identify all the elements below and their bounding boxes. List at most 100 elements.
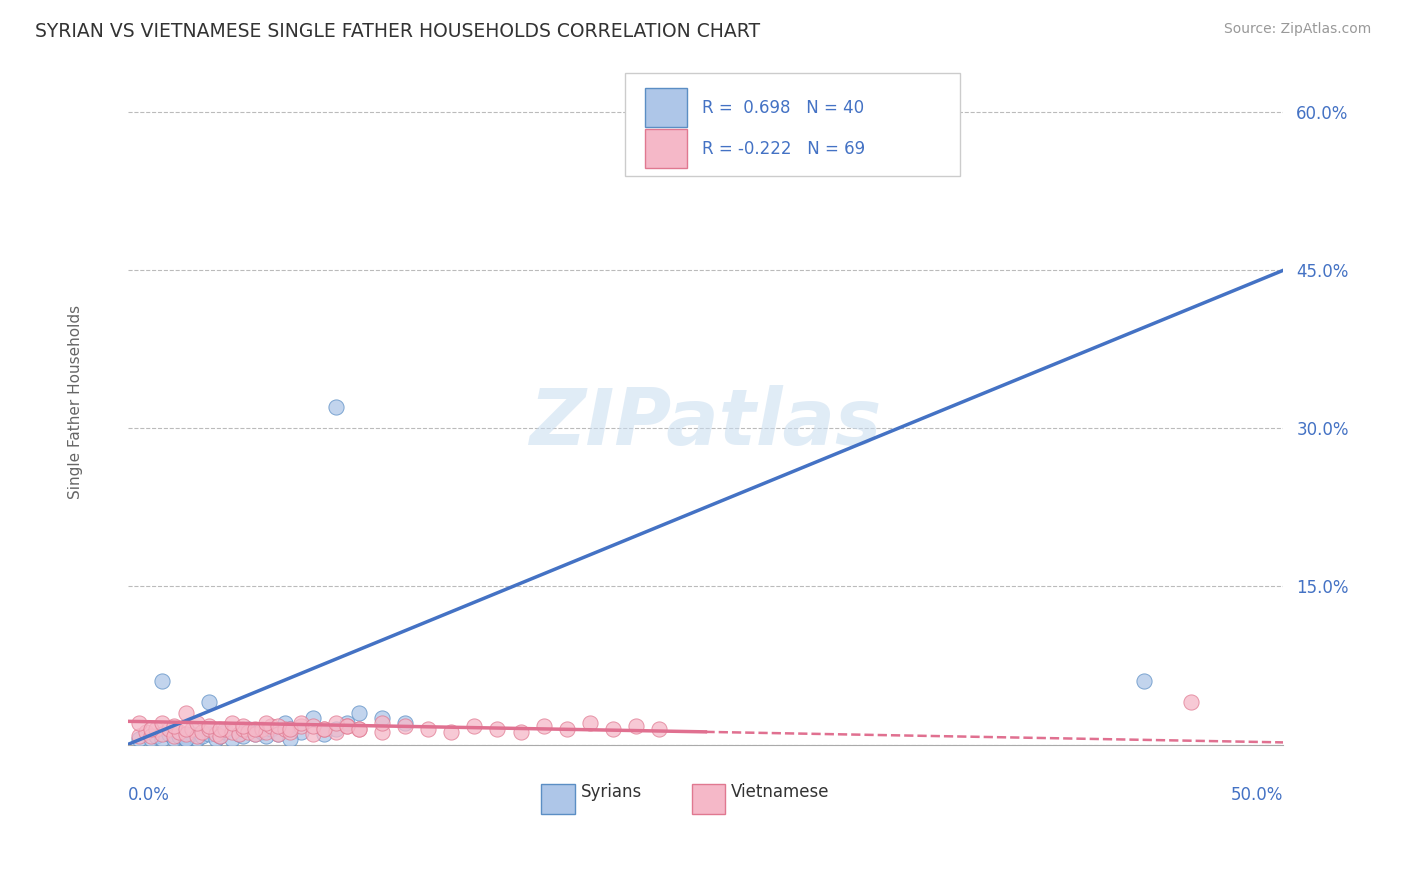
Point (228, 727, 250, 741)
FancyBboxPatch shape (692, 784, 725, 814)
Point (290, 724, 312, 739)
Point (648, 722, 671, 736)
Point (152, 716, 174, 731)
Point (260, 722, 283, 736)
Point (163, 732, 186, 747)
Point (157, 722, 180, 736)
Point (163, 729, 186, 743)
Point (394, 716, 416, 731)
Point (232, 729, 254, 743)
Point (139, 732, 162, 747)
Point (167, 724, 190, 739)
Point (214, 724, 236, 739)
Point (232, 718, 254, 732)
FancyBboxPatch shape (624, 73, 960, 176)
Point (250, 722, 273, 736)
Point (440, 724, 463, 739)
Point (197, 695, 219, 709)
Point (371, 716, 394, 731)
Point (274, 716, 297, 731)
Point (347, 706, 370, 720)
Point (267, 727, 290, 741)
Point (486, 722, 509, 736)
Point (157, 727, 180, 741)
Point (186, 716, 208, 731)
Point (152, 732, 174, 747)
Text: Syrians: Syrians (581, 783, 643, 801)
Point (190, 729, 212, 743)
Point (209, 729, 232, 743)
Text: Vietnamese: Vietnamese (731, 783, 830, 801)
Point (163, 718, 186, 732)
Point (278, 724, 301, 739)
Point (267, 718, 290, 732)
Point (232, 722, 254, 736)
Point (221, 732, 243, 747)
Point (301, 711, 323, 725)
Point (152, 674, 174, 689)
Point (278, 722, 301, 736)
Point (139, 722, 162, 736)
Point (174, 722, 197, 736)
Point (243, 722, 266, 736)
Text: Source: ZipAtlas.com: Source: ZipAtlas.com (1223, 22, 1371, 37)
Point (186, 732, 208, 747)
Point (197, 718, 219, 732)
Point (209, 722, 232, 736)
Text: R =  0.698   N = 40: R = 0.698 N = 40 (702, 98, 865, 117)
Point (325, 716, 347, 731)
FancyBboxPatch shape (645, 88, 688, 127)
Point (145, 722, 167, 736)
Point (204, 727, 226, 741)
Point (394, 718, 416, 732)
Point (186, 729, 208, 743)
Point (174, 706, 197, 720)
Point (228, 727, 250, 741)
Point (602, 722, 624, 736)
Point (167, 729, 190, 743)
Point (250, 724, 273, 739)
Point (301, 718, 323, 732)
Point (128, 732, 150, 747)
Point (371, 724, 394, 739)
Point (301, 727, 323, 741)
Point (314, 722, 336, 736)
Point (174, 727, 197, 741)
Point (1133, 674, 1156, 689)
Point (1180, 695, 1202, 709)
Point (290, 718, 312, 732)
Point (579, 716, 602, 731)
Text: ZIPatlas: ZIPatlas (529, 384, 882, 460)
Point (181, 727, 204, 741)
Point (463, 718, 485, 732)
Point (152, 727, 174, 741)
Point (274, 722, 297, 736)
Point (221, 716, 243, 731)
Text: SYRIAN VS VIETNAMESE SINGLE FATHER HOUSEHOLDS CORRELATION CHART: SYRIAN VS VIETNAMESE SINGLE FATHER HOUSE… (35, 22, 761, 41)
Point (197, 727, 219, 741)
Point (624, 718, 647, 732)
Point (509, 724, 531, 739)
Point (336, 718, 359, 732)
Point (197, 722, 219, 736)
Point (254, 724, 277, 739)
Point (533, 718, 555, 732)
Point (209, 729, 232, 743)
Point (336, 716, 359, 731)
Text: 0.0%: 0.0% (128, 786, 170, 804)
Point (371, 711, 394, 725)
Point (254, 716, 277, 731)
Point (128, 729, 150, 743)
Point (314, 727, 336, 741)
Point (267, 727, 290, 741)
Point (243, 727, 266, 741)
Point (325, 722, 347, 736)
Point (347, 722, 370, 736)
Point (314, 722, 336, 736)
FancyBboxPatch shape (541, 784, 575, 814)
Point (214, 722, 236, 736)
Point (418, 722, 440, 736)
Point (221, 724, 243, 739)
Point (204, 732, 226, 747)
Text: R = -0.222   N = 69: R = -0.222 N = 69 (702, 140, 865, 158)
